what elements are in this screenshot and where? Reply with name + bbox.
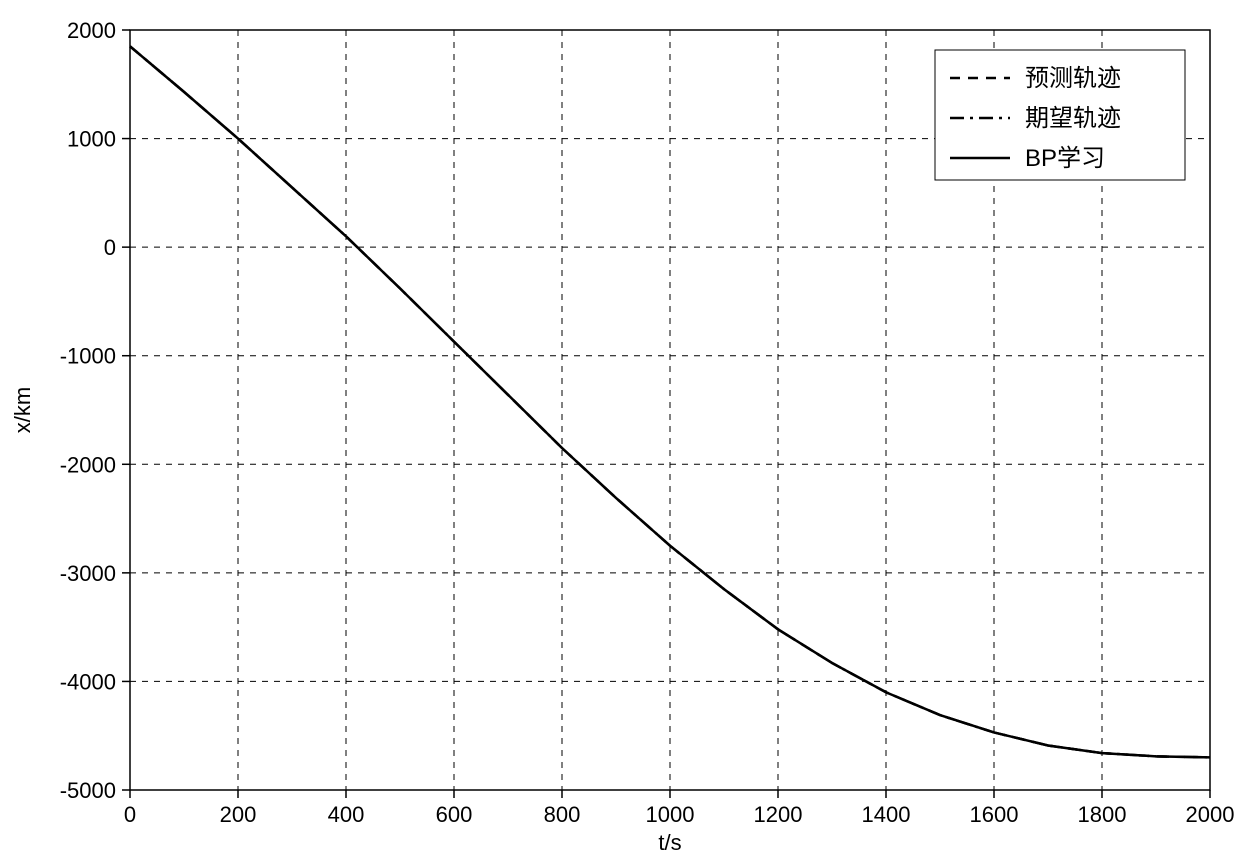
y-tick-label: 1000 (67, 127, 116, 152)
x-axis-label: t/s (658, 830, 681, 854)
x-tick-label: 800 (544, 802, 581, 827)
y-tick-label: -2000 (60, 452, 116, 477)
y-tick-label: -5000 (60, 778, 116, 803)
legend-label: 预测轨迹 (1025, 65, 1121, 92)
x-tick-label: 1600 (970, 802, 1019, 827)
y-tick-label: -3000 (60, 561, 116, 586)
y-tick-label: 0 (104, 235, 116, 260)
x-tick-label: 1000 (646, 802, 695, 827)
x-tick-label: 0 (124, 802, 136, 827)
legend-label: BP学习 (1025, 145, 1105, 172)
x-tick-label: 600 (436, 802, 473, 827)
x-tick-label: 2000 (1186, 802, 1235, 827)
y-tick-label: 2000 (67, 18, 116, 43)
y-tick-label: -4000 (60, 669, 116, 694)
x-tick-label: 200 (220, 802, 257, 827)
x-tick-label: 400 (328, 802, 365, 827)
chart-container: 0 200 400 600 800 1000 1200 1400 1600 1800 2000 -50… (0, 0, 1239, 854)
y-axis-label: x/km (10, 387, 35, 433)
trajectory-chart: 0 200 400 600 800 1000 1200 1400 1600 1800 2000 -50… (0, 0, 1239, 854)
x-tick-label: 1200 (754, 802, 803, 827)
y-tick-label: -1000 (60, 344, 116, 369)
x-tick-label: 1400 (862, 802, 911, 827)
legend-label: 期望轨迹 (1025, 105, 1121, 132)
x-tick-label: 1800 (1078, 802, 1127, 827)
